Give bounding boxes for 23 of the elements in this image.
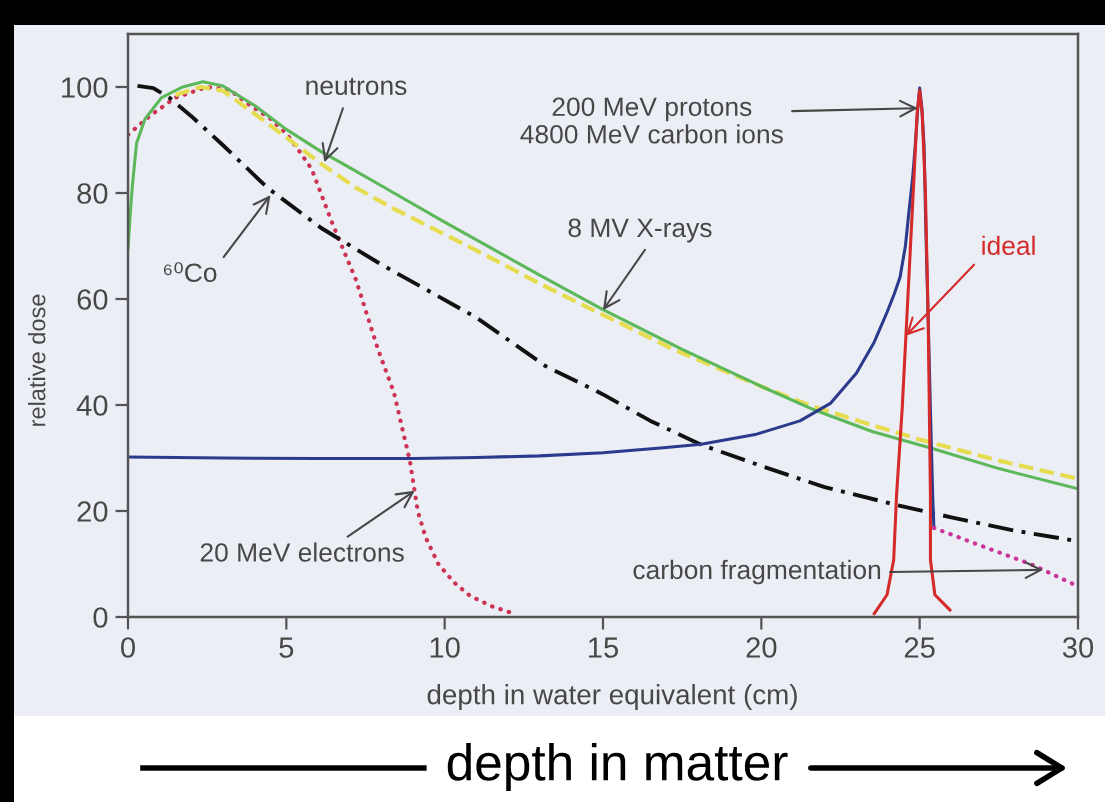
x-tick-label: 20 — [746, 637, 777, 658]
annotation: carbon fragmentation — [633, 559, 881, 585]
x-tick-label: 25 — [904, 637, 935, 658]
x-tick-label: 5 — [279, 637, 294, 658]
annotation: 200 MeV protons 4800 MeV carbon ions — [520, 97, 783, 144]
y-tick-label: 60 — [77, 289, 108, 310]
x-axis-title: depth in water equivalent (cm) — [427, 684, 797, 710]
y-axis-title: relative dose — [28, 294, 46, 426]
y-tick-label: 80 — [77, 183, 108, 204]
annotation: ⁶⁰Co — [163, 262, 217, 283]
annotation: ideal — [982, 235, 1035, 256]
x-tick-label: 15 — [589, 637, 618, 658]
x-tick-label: 30 — [1062, 637, 1094, 658]
text: depth in matter — [447, 743, 788, 791]
y-tick-label: 100 — [62, 77, 108, 98]
y-tick-label: 40 — [76, 395, 108, 416]
y-tick-label: 20 — [77, 501, 108, 522]
x-tick-label: 10 — [430, 637, 460, 658]
annotation: neutrons — [306, 77, 407, 96]
annotation: 20 MeV electrons — [200, 542, 404, 562]
annotation: 8 MV X-rays — [568, 218, 712, 243]
y-tick-label: 0 — [93, 607, 108, 628]
x-tick-label: 0 — [121, 637, 135, 658]
